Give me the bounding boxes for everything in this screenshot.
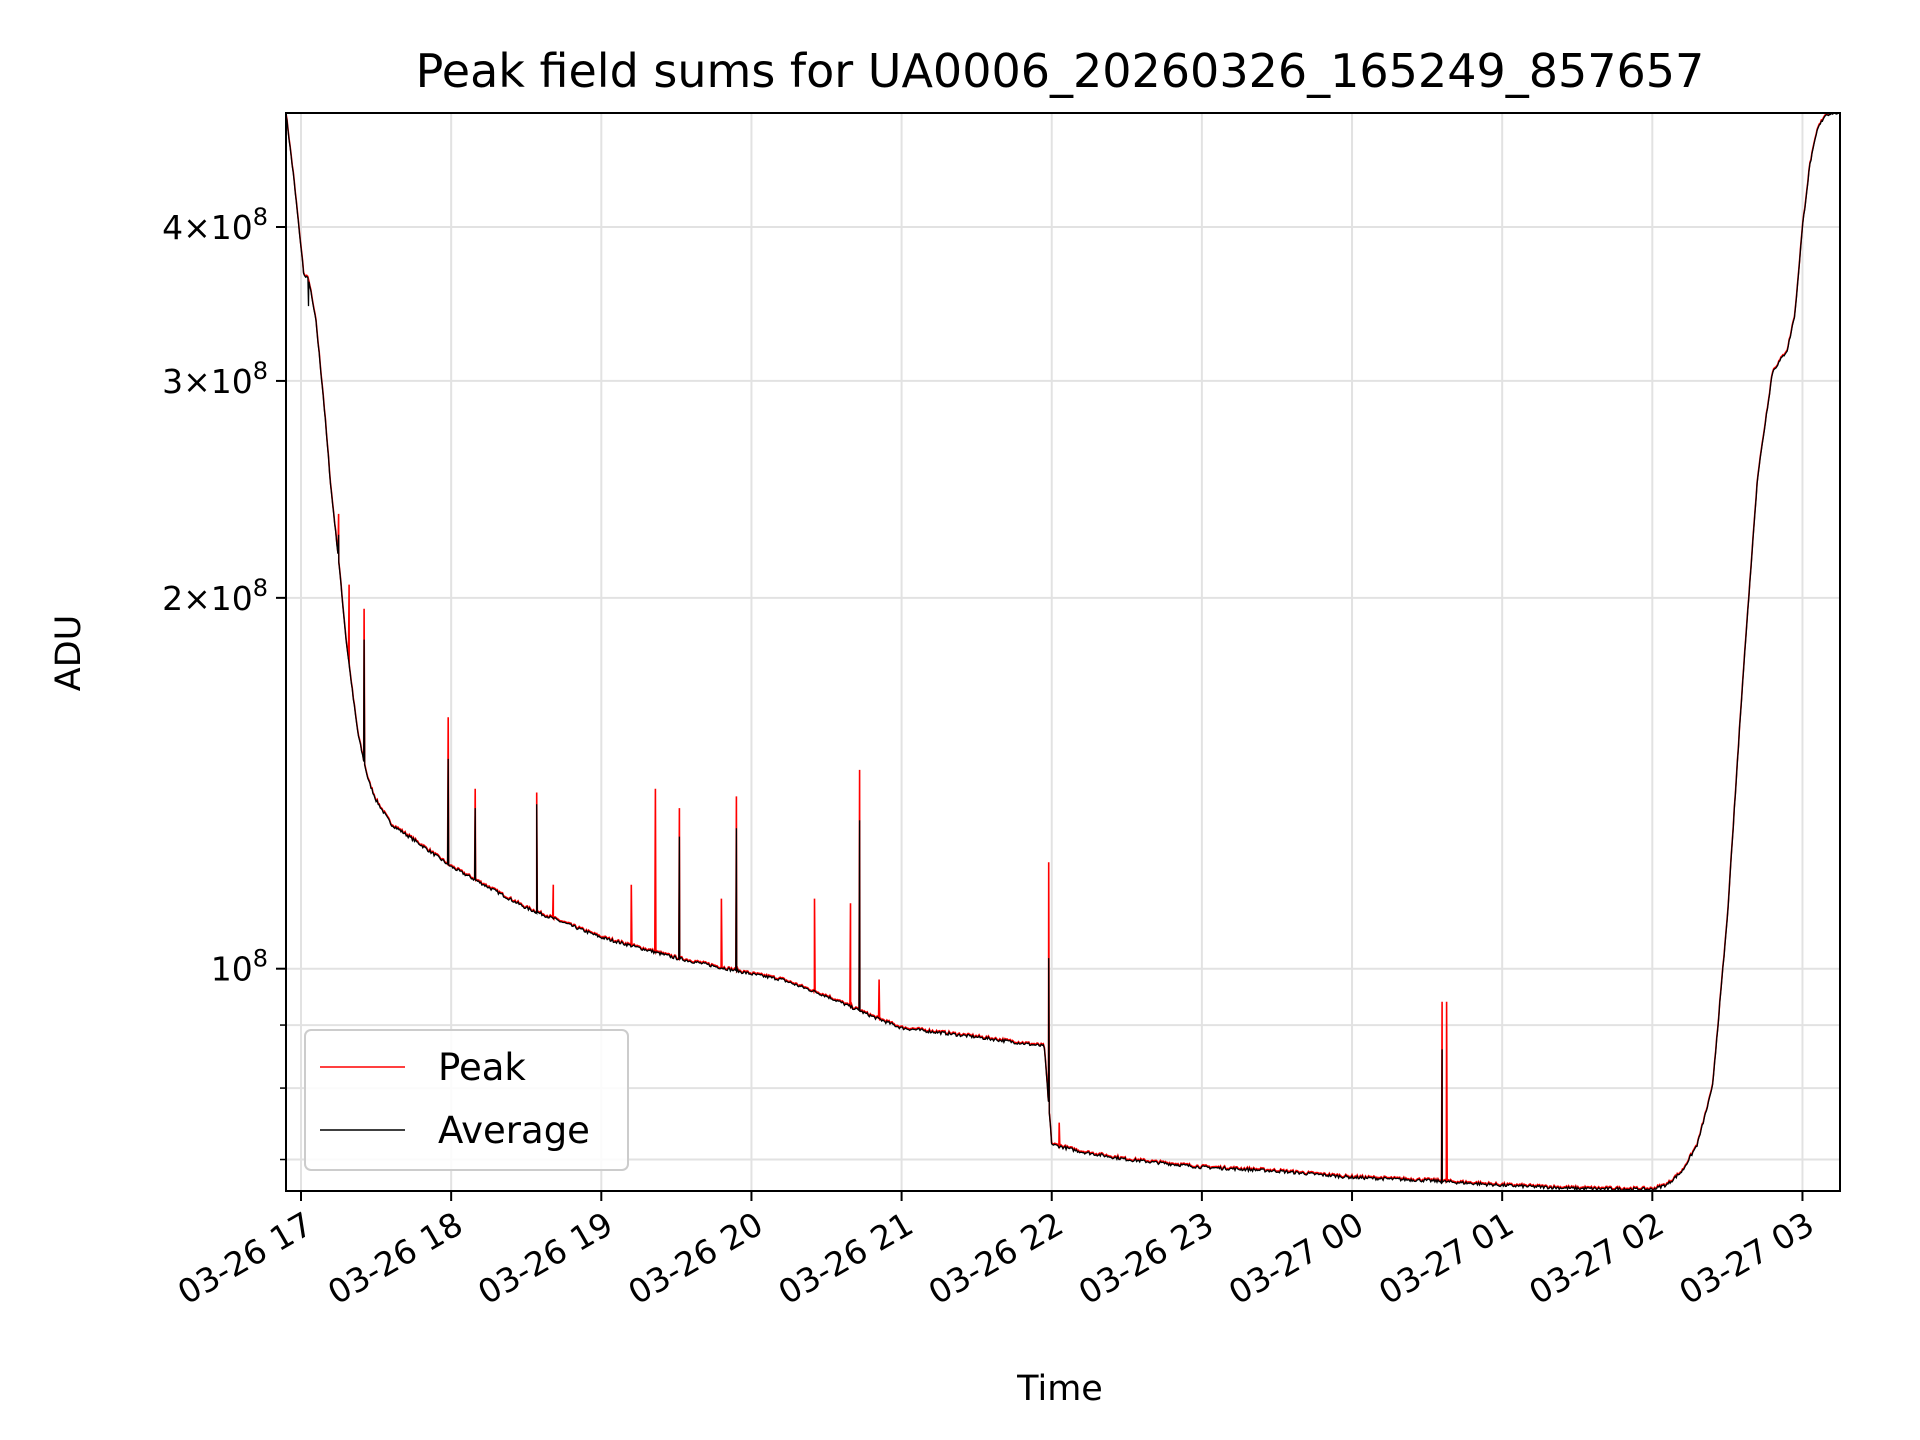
series-line-average xyxy=(286,113,1840,1191)
x-axis-label: Time xyxy=(1016,1369,1103,1409)
y-tick-label: 3×108 xyxy=(162,357,268,401)
y-tick-label: 108 xyxy=(211,945,268,989)
legend-label-average: Average xyxy=(438,1109,590,1152)
legend-label-peak: Peak xyxy=(438,1046,526,1089)
plot-frame xyxy=(285,112,1841,1192)
y-tick-label: 2×108 xyxy=(162,574,268,618)
y-tick-label: 4×108 xyxy=(162,203,268,247)
legend-box xyxy=(304,1029,629,1171)
y-axis-label: ADU xyxy=(49,615,89,692)
chart-title: Peak field sums for UA0006_20260326_1652… xyxy=(416,44,1705,98)
plot-lines xyxy=(286,113,1840,1191)
legend: Peak Average xyxy=(304,1029,629,1171)
